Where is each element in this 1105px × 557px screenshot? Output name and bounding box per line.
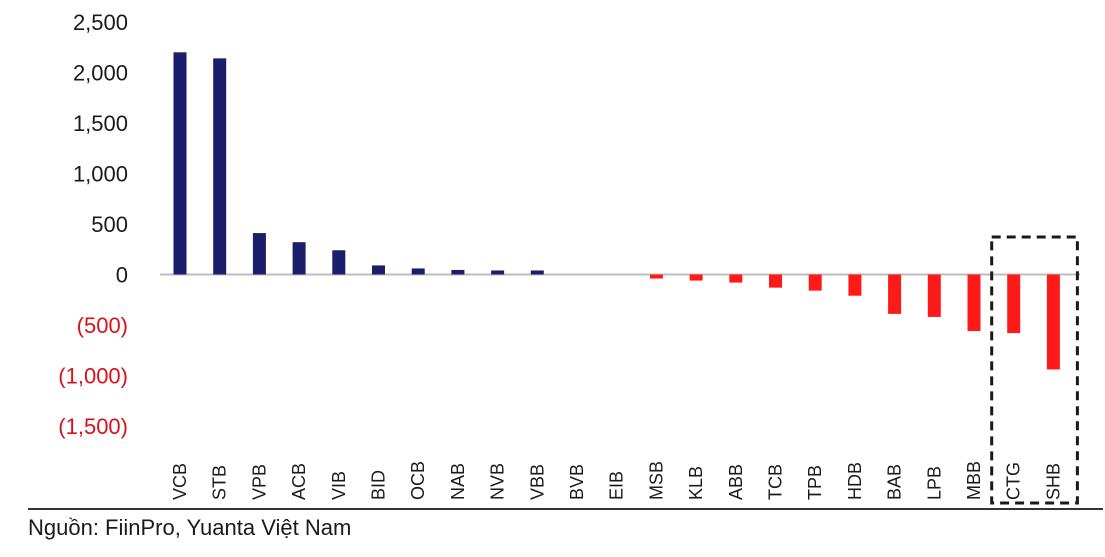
category-label: TCB — [766, 464, 786, 500]
bar-nab — [451, 269, 465, 275]
category-label: BAB — [885, 464, 905, 500]
category-label: EIB — [607, 471, 627, 500]
bars — [173, 52, 1060, 370]
bar-klb — [689, 274, 703, 281]
bar-vpb — [252, 233, 266, 275]
bar-tpb — [808, 274, 822, 291]
category-label: MSB — [646, 461, 666, 500]
category-label: LPB — [924, 466, 944, 500]
bar-ocb — [411, 268, 425, 275]
category-label: HDB — [845, 462, 865, 500]
category-label: VPB — [249, 464, 269, 500]
category-label: STB — [210, 465, 230, 500]
bar-lpb — [927, 274, 941, 317]
bar-acb — [292, 242, 306, 275]
category-label: VIB — [329, 471, 349, 500]
category-label: BID — [369, 470, 389, 500]
category-label: ACB — [289, 463, 309, 500]
bar-msb — [649, 274, 663, 279]
category-label: ABB — [726, 464, 746, 500]
bar-nvb — [491, 270, 505, 275]
category-label: SHB — [1043, 463, 1063, 500]
category-label: NVB — [488, 463, 508, 500]
bar-abb — [729, 274, 743, 283]
category-label: VCB — [170, 463, 190, 500]
category-label: OCB — [408, 461, 428, 500]
category-label: NAB — [448, 463, 468, 500]
bar-shb — [1046, 274, 1060, 370]
bar-bid — [372, 265, 385, 275]
source-divider — [28, 508, 1103, 510]
category-label: CTG — [1004, 462, 1024, 500]
category-labels: VCB STB VPB ACB VIB BID OCB NAB NVB VBB BVB EIB MSB K… — [170, 461, 1063, 500]
category-label: MBB — [964, 461, 984, 500]
source-note: Nguồn: FiinPro, Yuanta Việt Nam — [28, 515, 352, 540]
y-tick-label: (1,500) — [58, 414, 128, 439]
y-axis-ticks: 2,500 2,000 1,500 1,000 500 0 (500) (1,000) (1,5… — [58, 10, 128, 439]
y-tick-label: 2,500 — [73, 10, 128, 35]
category-label: KLB — [686, 466, 706, 500]
highlight-box — [990, 235, 1079, 505]
y-tick-label: 1,000 — [73, 162, 128, 187]
bar-vcb — [173, 52, 187, 275]
bar-mbb — [967, 274, 981, 332]
category-label: BVB — [567, 464, 587, 500]
bar-hdb — [848, 274, 862, 296]
bar-tcb — [769, 274, 782, 288]
bar-chart: 2,500 2,000 1,500 1,000 500 0 (500) (1,000) (1,5… — [58, 10, 1080, 505]
bar-stb — [213, 58, 227, 275]
y-tick-label: 2,000 — [73, 61, 128, 86]
bar-ctg — [1007, 274, 1021, 334]
category-label: VBB — [527, 464, 547, 500]
y-tick-label: (500) — [77, 313, 128, 338]
y-tick-label: 0 — [116, 263, 128, 288]
y-tick-label: 500 — [91, 212, 128, 237]
y-tick-label: (1,000) — [58, 364, 128, 389]
y-tick-label: 1,500 — [73, 111, 128, 136]
bar-vbb — [530, 270, 544, 275]
bar-vib — [332, 250, 346, 275]
bar-bab — [888, 274, 902, 314]
category-label: TPB — [805, 465, 825, 500]
